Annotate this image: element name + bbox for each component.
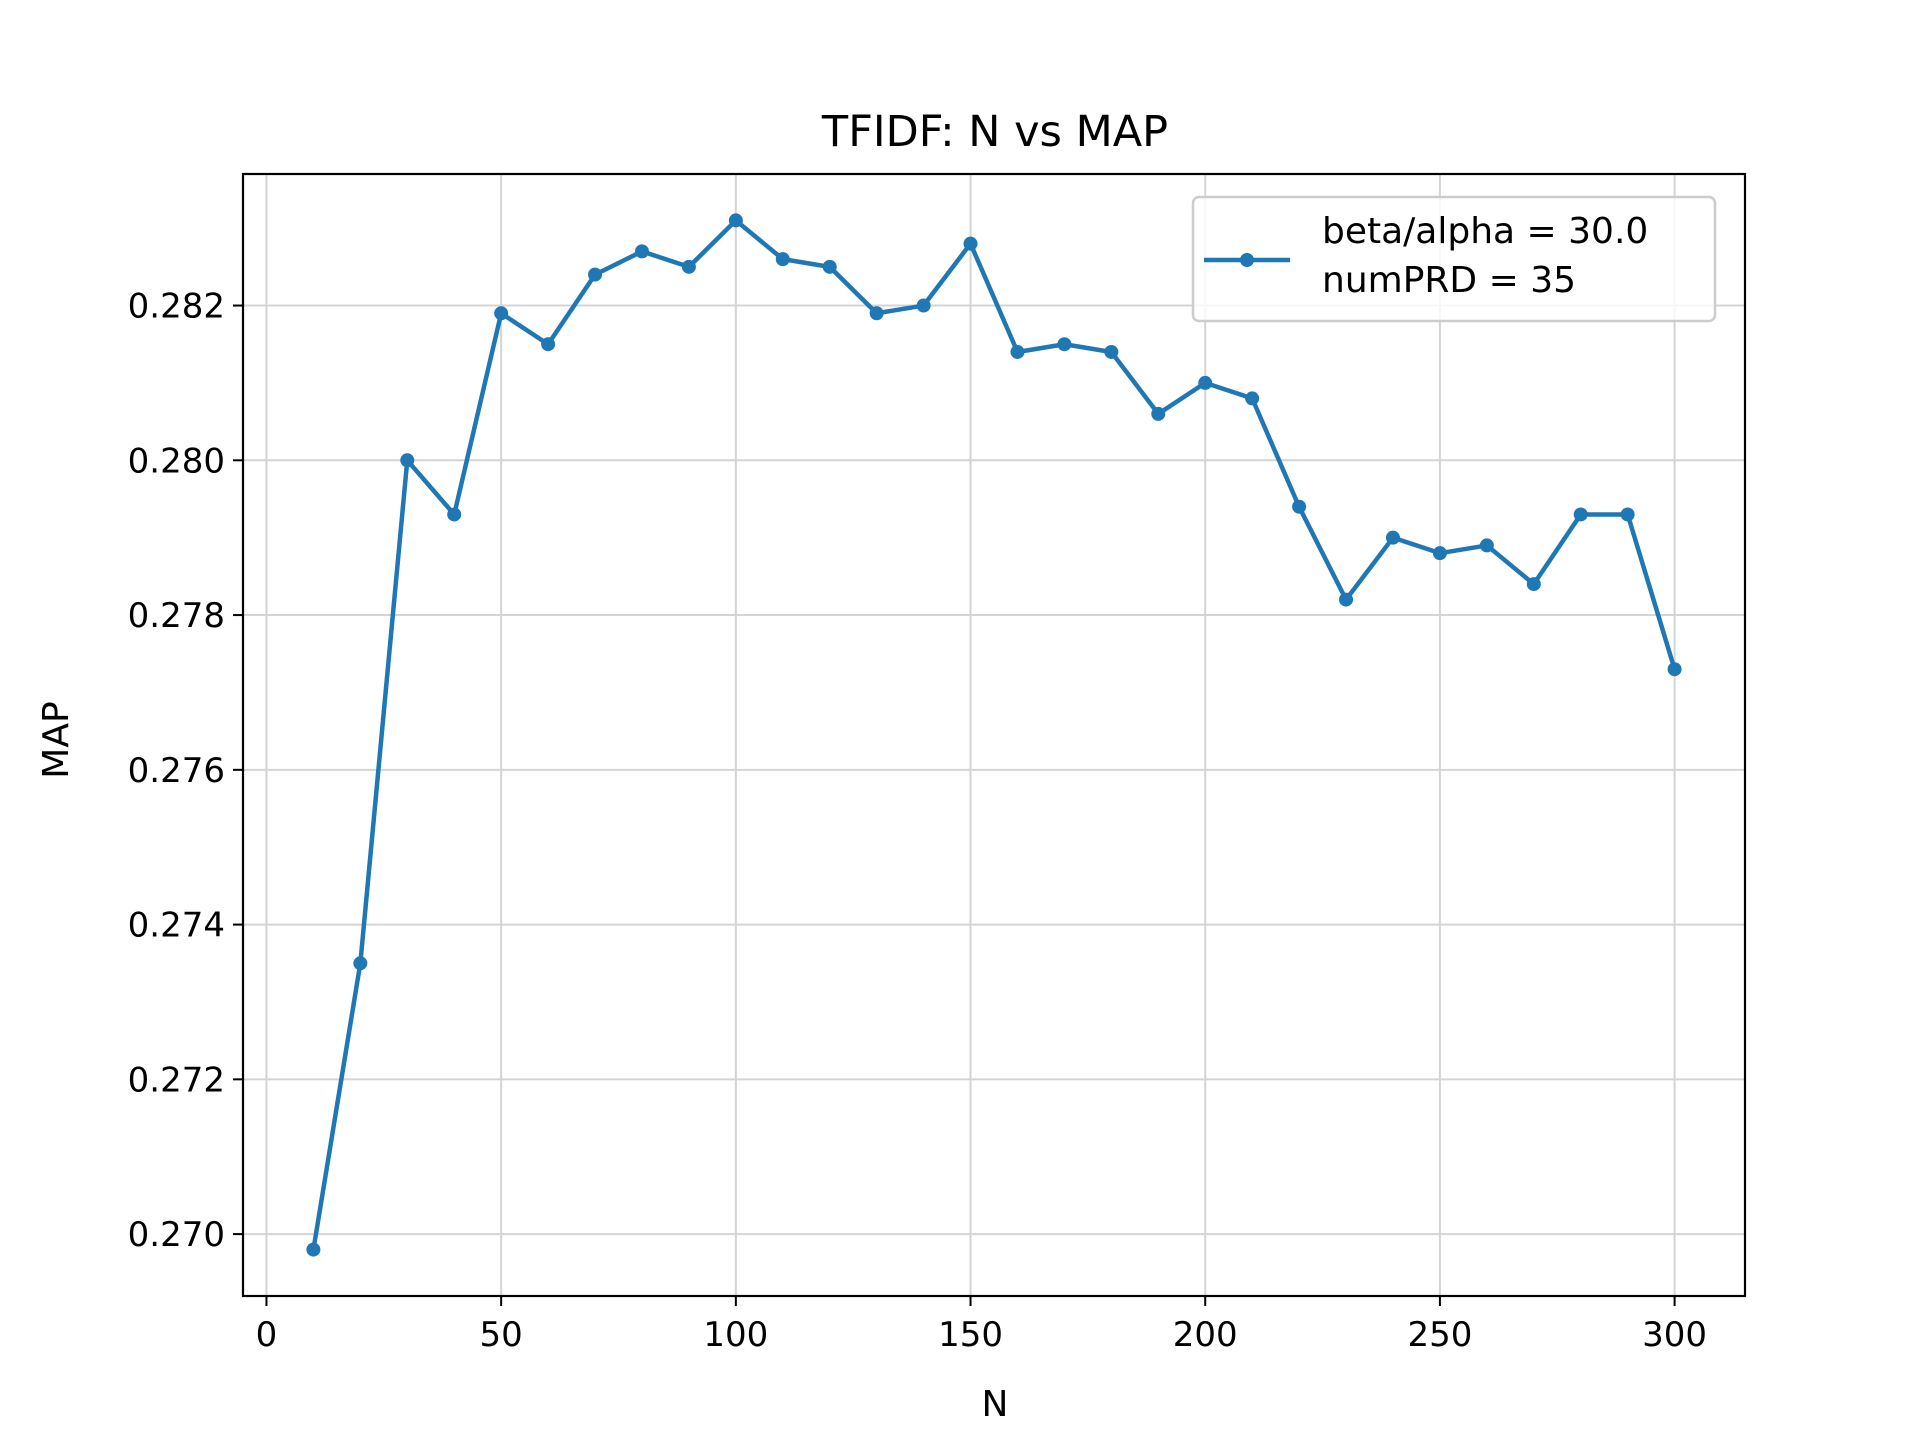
data-point	[916, 298, 931, 313]
data-point	[447, 507, 462, 522]
y-tick-label: 0.282	[128, 287, 225, 327]
data-point	[1573, 507, 1588, 522]
x-tick-label: 150	[938, 1315, 1003, 1355]
grid-lines	[243, 174, 1745, 1296]
data-point	[634, 244, 649, 259]
legend-marker	[1240, 253, 1254, 267]
x-tick-label: 100	[703, 1315, 768, 1355]
data-point	[1479, 538, 1494, 553]
data-point	[353, 956, 368, 971]
x-axis-label: N	[982, 1384, 1009, 1425]
data-point	[588, 267, 603, 282]
data-point	[541, 337, 556, 352]
data-point	[1010, 344, 1025, 359]
data-point	[1057, 337, 1072, 352]
legend-line-1: beta/alpha = 30.0	[1322, 211, 1648, 252]
data-point	[775, 252, 790, 267]
data-point	[681, 259, 696, 274]
series-line	[311, 218, 1677, 1250]
axis-ticks: 0 50 100 150 200 250 300 0.270 0.272 0.274 0.276 0.…	[128, 287, 1707, 1355]
legend-box	[1191, 195, 1717, 323]
chart-title: TFIDF: N vs MAP	[821, 107, 1168, 157]
y-tick-label: 0.272	[128, 1060, 225, 1100]
x-tick-label: 300	[1642, 1315, 1707, 1355]
data-point	[306, 1242, 321, 1257]
legend: beta/alpha = 30.0 numPRD = 35	[1191, 195, 1717, 323]
plot-frame	[241, 172, 1747, 1298]
x-tick-label: 50	[480, 1315, 523, 1355]
x-tick-label: 200	[1173, 1315, 1238, 1355]
data-point	[1339, 592, 1354, 607]
data-point	[1104, 344, 1119, 359]
data-point	[1198, 375, 1213, 390]
legend-line-2: numPRD = 35	[1322, 260, 1576, 301]
x-tick-label: 0	[256, 1315, 278, 1355]
data-point	[1526, 577, 1541, 592]
data-point	[869, 306, 884, 321]
data-point	[1432, 546, 1447, 561]
data-point	[1385, 530, 1400, 545]
data-point	[1620, 507, 1635, 522]
series-layer	[306, 213, 1682, 1257]
data-point	[1667, 662, 1682, 677]
data-point	[400, 453, 415, 468]
data-point	[1292, 499, 1307, 514]
y-tick-label: 0.280	[128, 441, 225, 481]
y-tick-label: 0.274	[128, 906, 225, 946]
data-point	[1151, 406, 1166, 421]
x-tick-label: 250	[1407, 1315, 1472, 1355]
data-point	[963, 236, 978, 251]
data-point	[822, 259, 837, 274]
data-point	[728, 213, 743, 228]
y-tick-label: 0.276	[128, 751, 225, 791]
y-axis-label: MAP	[36, 701, 77, 778]
data-point	[494, 306, 509, 321]
y-tick-label: 0.278	[128, 596, 225, 636]
data-point	[1245, 391, 1260, 406]
y-tick-label: 0.270	[128, 1215, 225, 1255]
